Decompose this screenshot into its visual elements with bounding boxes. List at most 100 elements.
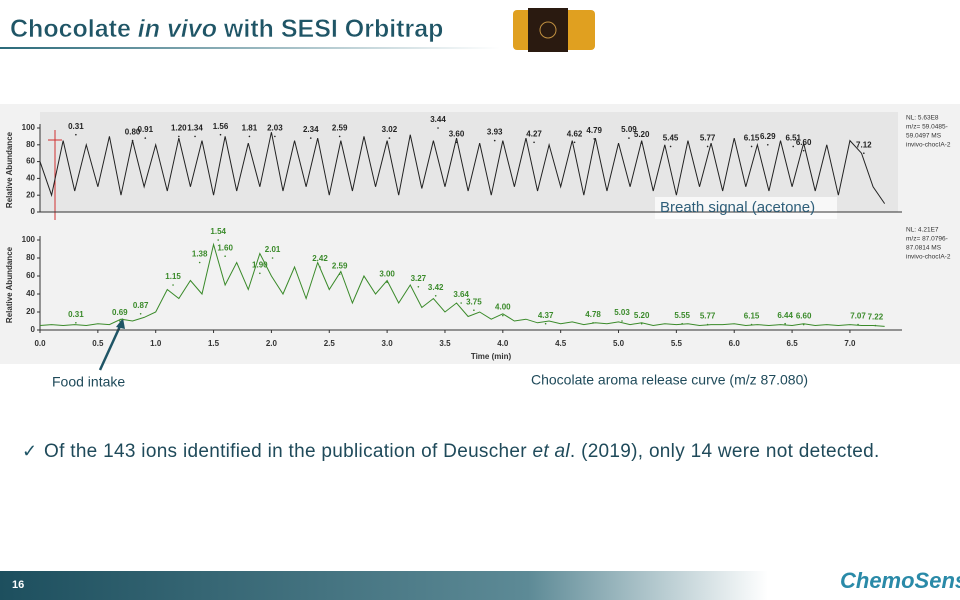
peak-marker	[533, 141, 535, 144]
y-tick-label: 80	[26, 140, 35, 149]
bullet-text: Of the 143 ions identified in the public…	[44, 438, 924, 466]
peak-marker	[437, 127, 439, 129]
peak-marker	[75, 322, 77, 324]
peak-label: 5.09	[621, 125, 637, 134]
peak-label: 1.34	[187, 124, 203, 133]
footer-bar	[0, 571, 960, 600]
peak-marker	[750, 323, 753, 326]
peak-label: 7.22	[868, 313, 884, 322]
peak-marker	[493, 139, 496, 142]
bullet-part: . (2019), only 14 were not detected.	[569, 441, 880, 462]
peak-marker	[219, 133, 222, 136]
peak-label: 5.45	[663, 134, 679, 143]
title-part: in vivo	[138, 15, 217, 43]
bullet-part: et al	[532, 441, 570, 462]
peak-label: 2.03	[267, 124, 283, 133]
peak-label: 1.81	[242, 124, 258, 133]
peak-marker	[144, 137, 147, 139]
peak-label: 5.20	[634, 130, 650, 139]
peak-label: 3.00	[379, 269, 395, 278]
peak-label: 0.87	[133, 301, 149, 310]
y-tick-label: 0	[31, 207, 36, 216]
peak-label: 0.69	[112, 308, 128, 317]
peak-marker	[172, 284, 174, 286]
peak-label: 1.54	[210, 227, 226, 236]
x-tick-label: 3.0	[382, 339, 394, 348]
x-tick-label: 7.0	[844, 339, 856, 348]
trace	[39, 242, 885, 327]
peak-label: 2.59	[332, 261, 348, 270]
peak-label: 2.34	[303, 125, 319, 134]
peak-label: 3.02	[382, 125, 398, 134]
peak-marker	[766, 144, 769, 146]
peak-label: 5.03	[614, 308, 630, 317]
annotation: Breath signal (acetone)	[660, 199, 815, 216]
peak-marker	[434, 295, 437, 297]
peak-label: 6.44	[777, 311, 793, 320]
peak-marker	[669, 145, 672, 148]
y-tick-label: 20	[26, 307, 35, 316]
y-tick-label: 100	[22, 123, 36, 132]
x-tick-label: 2.5	[324, 339, 336, 348]
title-part: with SESI Orbitrap	[217, 15, 443, 43]
peak-marker	[309, 137, 312, 139]
peak-label: 5.20	[634, 311, 650, 320]
peak-label: 3.93	[487, 128, 503, 137]
y-tick-label: 40	[26, 289, 35, 298]
peak-label: 1.38	[192, 250, 208, 259]
peak-label: 3.42	[428, 283, 444, 292]
peak-marker	[386, 281, 388, 284]
bullet-mark: ✓	[22, 441, 37, 461]
peak-marker	[217, 239, 219, 241]
peak-marker	[621, 320, 623, 322]
peak-marker	[863, 152, 865, 154]
peak-label: 6.51	[785, 134, 801, 143]
x-axis-label: Time (min)	[471, 352, 512, 361]
title-part: Chocolate	[10, 15, 138, 43]
x-tick-label: 4.0	[497, 339, 509, 348]
peak-label: 6.60	[796, 138, 812, 147]
peak-label: 4.79	[586, 126, 602, 135]
peak-marker	[593, 138, 596, 140]
x-tick-label: 0.0	[34, 339, 46, 348]
peak-label: 2.01	[265, 245, 281, 254]
peak-label: 4.00	[495, 303, 511, 312]
peak-marker	[750, 145, 753, 148]
info-text: NL: 5.63E8	[906, 115, 939, 122]
peak-label: 0.31	[68, 310, 84, 319]
peak-label: 3.75	[466, 297, 482, 306]
peak-marker	[274, 135, 276, 138]
peak-marker	[119, 320, 121, 322]
info-text: invivo-chocIA-2	[906, 254, 951, 261]
peak-marker	[502, 314, 504, 317]
page-number: 16	[12, 579, 24, 591]
peak-marker	[178, 135, 180, 138]
peak-marker	[802, 323, 805, 326]
x-tick-label: 5.5	[671, 339, 683, 348]
peak-marker	[417, 286, 420, 288]
peak-label: 0.91	[138, 125, 154, 134]
peak-label: 0.31	[68, 122, 84, 131]
peak-marker	[640, 322, 643, 325]
peak-marker	[874, 324, 877, 327]
peak-label: 1.15	[165, 272, 181, 281]
bullet-part: Of the 143 ions identified in the public…	[44, 441, 533, 462]
peak-marker	[802, 149, 805, 152]
peak-marker	[784, 322, 786, 325]
y-tick-label: 100	[22, 235, 36, 244]
peak-marker	[131, 139, 134, 142]
y-tick-label: 60	[26, 271, 35, 280]
info-text: NL: 4.21E7	[906, 227, 939, 234]
peak-marker	[75, 133, 77, 136]
peak-marker	[319, 266, 321, 268]
peak-label: 7.12	[856, 140, 872, 149]
peak-label: 3.60	[449, 129, 465, 138]
peak-label: 4.37	[538, 311, 554, 320]
peak-label: 3.64	[453, 290, 469, 299]
peak-marker	[338, 135, 341, 138]
peak-marker	[224, 255, 226, 257]
x-tick-label: 6.0	[729, 339, 741, 348]
peak-label: 6.29	[760, 132, 776, 141]
